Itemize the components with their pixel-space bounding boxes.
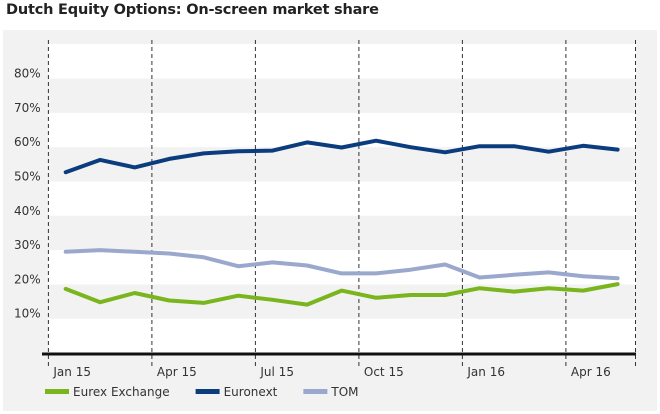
legend-swatch [45,389,69,394]
grid-band [48,78,636,113]
x-tick-label: Jul 15 [259,365,294,379]
x-tick-label: Oct 15 [364,365,404,379]
y-tick-label: 80% [14,67,41,81]
legend-swatch [195,389,220,394]
x-tick-label: Apr 15 [157,365,197,379]
legend-label: Euronext [224,385,278,399]
y-tick-label: 10% [14,307,41,321]
y-tick-label: 20% [14,272,41,286]
y-tick-label: 70% [14,101,41,115]
y-tick-label: 40% [14,204,41,218]
chart-title: Dutch Equity Options: On-screen market s… [6,2,379,18]
x-tick-label: Jan 16 [466,365,505,379]
x-tick-label: Jan 15 [52,365,91,379]
y-tick-label: 60% [14,135,41,149]
y-tick-label: 30% [14,238,41,252]
grid-band [48,215,636,251]
x-tick-label: Apr 16 [571,365,611,379]
legend-swatch [303,389,328,394]
legend-label: Eurex Exchange [73,385,170,399]
legend-label: TOM [330,385,358,399]
y-tick-label: 50% [14,170,41,184]
